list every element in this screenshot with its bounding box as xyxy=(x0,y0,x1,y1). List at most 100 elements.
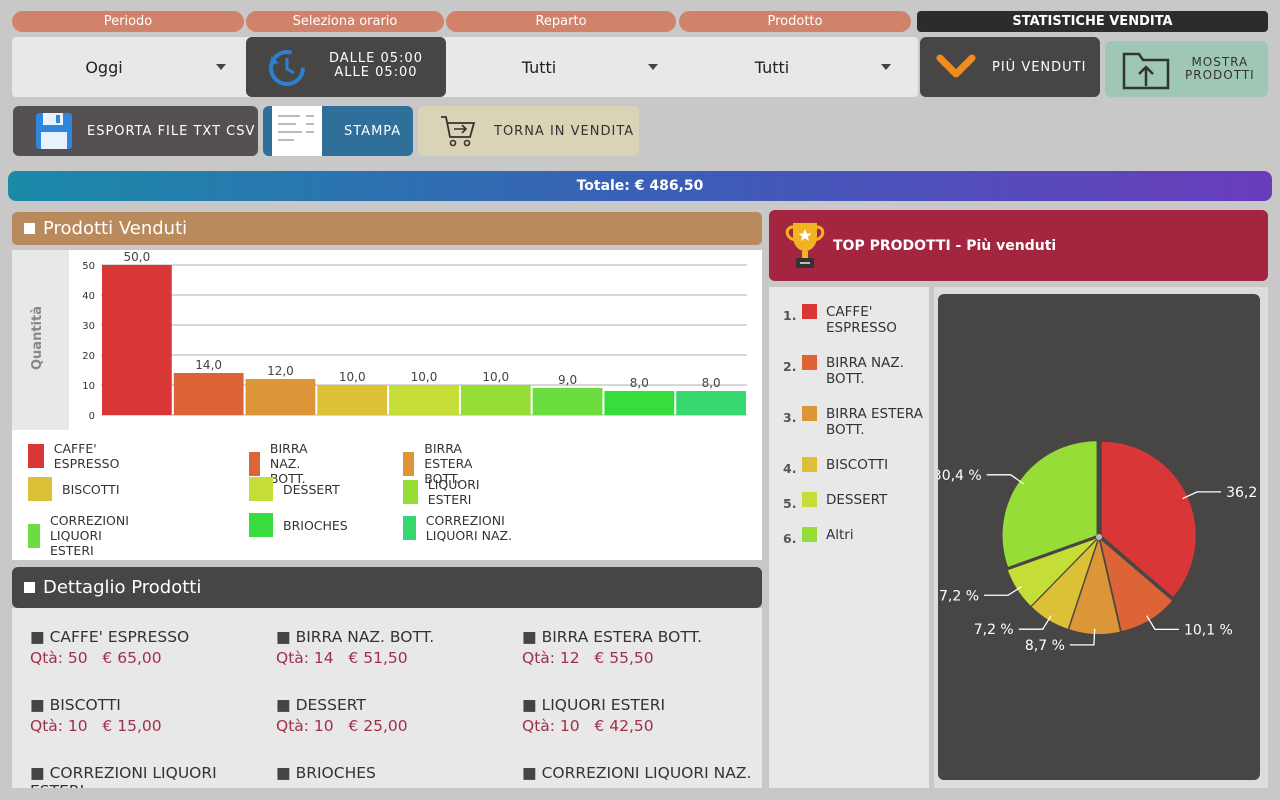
y-tick-label: 30 xyxy=(82,321,95,332)
reparto-select[interactable]: Tutti xyxy=(446,37,676,97)
legend-item: CORREZIONI LIQUORI NAZ. xyxy=(403,513,516,543)
bar-value-label: 12,0 xyxy=(267,364,294,378)
square-icon xyxy=(24,223,35,234)
cart-icon xyxy=(441,116,476,147)
folder-upload-icon xyxy=(1122,52,1170,90)
top-rank: 3. xyxy=(783,410,797,425)
detail-info: Qtà: 10 € 15,00 xyxy=(30,717,162,735)
top-swatch xyxy=(802,304,817,319)
legend-swatch xyxy=(403,516,416,540)
clock-reset-icon xyxy=(269,50,305,86)
top-label: Altri xyxy=(826,527,854,543)
pie-leader-line xyxy=(1018,615,1052,630)
print-button[interactable]: STAMPA xyxy=(263,106,413,156)
detail-info: Qtà: 10 € 25,00 xyxy=(276,717,408,735)
top-swatch xyxy=(802,492,817,507)
top-rank: 6. xyxy=(783,531,797,546)
mostra-prodotti-button[interactable]: MOSTRA PRODOTTI xyxy=(1105,41,1268,97)
stats-header: STATISTICHE VENDITA xyxy=(917,11,1268,32)
top-item: 6. Altri xyxy=(783,527,926,546)
detail-item: BIRRA ESTERA BOTT. Qtà: 12 € 55,50 xyxy=(522,628,752,667)
pie-value-label: 36,2 % xyxy=(1226,485,1260,501)
top-item: 5. DESSERT xyxy=(783,492,926,511)
mostra-prodotti-label-2: PRODOTTI xyxy=(1185,68,1255,82)
total-value: Totale: € 486,50 xyxy=(576,178,704,194)
back-to-sales-button[interactable]: TORNA IN VENDITA xyxy=(418,106,639,156)
chart-axis-area xyxy=(12,250,69,430)
top-swatch xyxy=(802,355,817,370)
legend-swatch xyxy=(249,513,273,537)
detail-name: BRIOCHES xyxy=(276,764,506,782)
top-swatch xyxy=(802,457,817,472)
reparto-value: Tutti xyxy=(521,57,557,77)
pie-slice xyxy=(1002,441,1097,567)
detail-item: BIRRA NAZ. BOTT. Qtà: 14 € 51,50 xyxy=(276,628,506,667)
time-range-button[interactable]: DALLE 05:00 ALLE 05:00 xyxy=(246,37,446,97)
detail-name: DESSERT xyxy=(276,696,506,714)
chevron-down-icon xyxy=(648,64,658,70)
pie-value-label: 8,7 % xyxy=(1025,638,1065,654)
legend-item: CAFFE' ESPRESSO xyxy=(28,441,128,471)
legend-swatch xyxy=(249,477,273,501)
top-rank: 1. xyxy=(783,308,797,323)
bar xyxy=(604,391,675,415)
bar xyxy=(317,385,388,415)
detail-item: LIQUORI ESTERI Qtà: 10 € 42,50 xyxy=(522,696,752,735)
legend-item: CORREZIONI LIQUORI ESTERI xyxy=(28,513,141,558)
chevron-down-icon xyxy=(881,64,891,70)
bar xyxy=(245,379,316,415)
y-axis-label: Quantità xyxy=(30,306,45,370)
legend-item: DESSERT xyxy=(249,477,340,501)
top-swatch xyxy=(802,406,817,421)
pie-slice xyxy=(1101,441,1196,597)
legend-label: BIRRA NAZ. BOTT. xyxy=(269,441,308,486)
detail-item: CAFFE' ESPRESSO Qtà: 50 € 65,00 xyxy=(30,628,260,667)
pie-panel: 36,2 % 10,1 % 8,7 % 7,2 % 7,2 % 30,4 % xyxy=(933,294,1275,780)
legend-label: DESSERT xyxy=(283,481,340,497)
detail-name: CORREZIONI LIQUORI ESTERI xyxy=(30,764,260,788)
detail-name: CORREZIONI LIQUORI NAZ. xyxy=(522,764,752,782)
top-prodotti-title: TOP PRODOTTI - Più venduti xyxy=(833,238,1057,254)
bar-value-label: 10,0 xyxy=(339,370,366,384)
legend-item: BRIOCHES xyxy=(249,513,348,537)
bar xyxy=(676,391,746,415)
top-rank: 2. xyxy=(783,359,797,374)
export-csv-button[interactable]: ESPORTA FILE TXT CSV xyxy=(13,106,258,156)
legend-label: BIRRA ESTERA BOTT. xyxy=(424,441,473,486)
legend-label: BISCOTTI xyxy=(62,481,120,497)
prodotto-value: Tutti xyxy=(754,57,790,77)
pie-slice xyxy=(1007,538,1097,606)
top-list-panel: 1. CAFFE' ESPRESSO 2. BIRRA NAZ. BOTT. 3. BIR… xyxy=(769,287,929,788)
detail-name: BISCOTTI xyxy=(30,696,260,714)
legend-item: BISCOTTI xyxy=(28,477,120,501)
pie-leader-line xyxy=(1182,491,1222,500)
top-item: 4. BISCOTTI xyxy=(783,457,926,476)
receipt-icon xyxy=(272,106,322,156)
top-rank: 5. xyxy=(783,496,797,511)
pie-value-label: 10,1 % xyxy=(1184,622,1233,638)
bar xyxy=(389,385,459,415)
prodotto-select[interactable]: Tutti xyxy=(679,37,909,97)
bar xyxy=(102,265,172,415)
pie-slice xyxy=(1100,539,1172,632)
detail-info: Qtà: 12 € 55,50 xyxy=(522,649,654,667)
filter-bar xyxy=(12,37,918,97)
top-swatch xyxy=(802,527,817,542)
periodo-select[interactable]: Oggi xyxy=(12,37,244,97)
periodo-header: Periodo xyxy=(12,11,244,32)
detail-item: CORREZIONI LIQUORI NAZ. xyxy=(522,764,752,782)
y-tick-label: 20 xyxy=(82,351,95,362)
detail-name: LIQUORI ESTERI xyxy=(522,696,752,714)
reparto-header: Reparto xyxy=(446,11,676,32)
legend-swatch xyxy=(28,477,52,501)
detail-info: Qtà: 50 € 65,00 xyxy=(30,649,162,667)
print-label: STAMPA xyxy=(344,123,402,139)
dettaglio-list: CAFFE' ESPRESSO Qtà: 50 € 65,00 BIRRA NAZ.… xyxy=(12,608,762,788)
chevron-down-icon xyxy=(936,54,976,78)
top-item: 3. BIRRA ESTERA BOTT. xyxy=(783,406,926,438)
piu-venduti-button[interactable]: PIÙ VENDUTI xyxy=(920,37,1100,97)
export-label: ESPORTA FILE TXT CSV xyxy=(87,123,256,139)
legend-item: LIQUORI ESTERI xyxy=(403,477,489,507)
bar-value-label: 14,0 xyxy=(195,358,222,372)
bar-value-label: 50,0 xyxy=(124,250,151,264)
